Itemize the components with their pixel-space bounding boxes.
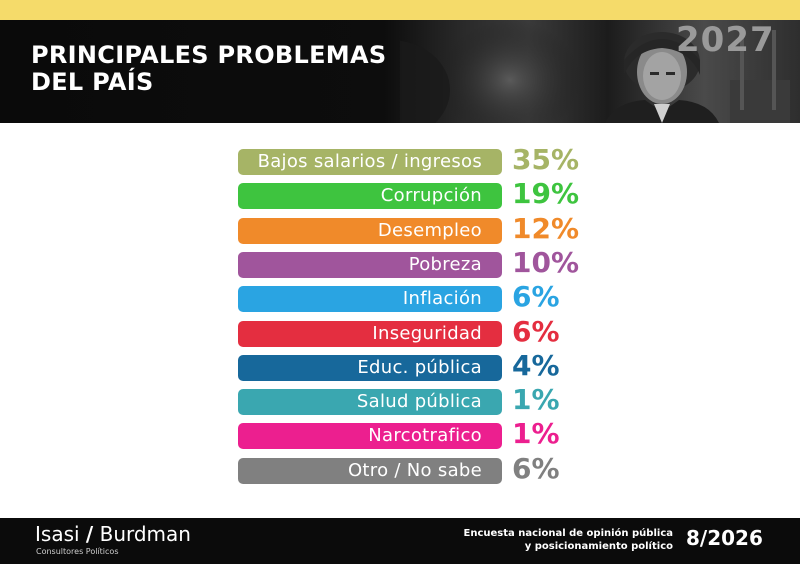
- value-label: 6%: [512, 451, 560, 485]
- brand-logo: Isasi / Burdman: [35, 522, 191, 546]
- value-label: 4%: [512, 348, 560, 382]
- value-label: 10%: [512, 245, 580, 279]
- bar-chart: Bajos salarios / ingresos 35% Corrupción 19…: [0, 123, 800, 518]
- brand-slash: /: [85, 522, 94, 546]
- category-label: Narcotrafico: [238, 423, 502, 450]
- value-label: 6%: [512, 314, 560, 348]
- value-label: 1%: [512, 417, 560, 451]
- category-label: Desempleo: [238, 217, 502, 244]
- value-label: 35%: [512, 143, 580, 176]
- page-title: PRINCIPALES PROBLEMAS DEL PAÍS: [31, 42, 386, 96]
- value-label: 19%: [512, 177, 580, 211]
- brand-name-burdman: Burdman: [99, 522, 191, 546]
- survey-line-2: y posicionamiento político: [524, 541, 673, 552]
- top-accent-stripe: [0, 0, 800, 20]
- category-label: Pobreza: [238, 251, 502, 278]
- survey-description: Encuesta nacional de opinión pública y p…: [464, 527, 673, 553]
- category-label: Salud pública: [238, 389, 502, 416]
- value-label: 6%: [512, 280, 560, 314]
- header-photo: [400, 20, 790, 123]
- header-banner: 2027 PRINCIPALES PROBLEMAS DEL PAÍS: [0, 20, 800, 123]
- survey-date: 8/2026: [686, 526, 763, 550]
- brand-subtitle: Consultores Políticos: [36, 547, 119, 556]
- value-label: 1%: [512, 383, 560, 417]
- survey-line-1: Encuesta nacional de opinión pública: [463, 528, 673, 539]
- title-line-1: PRINCIPALES PROBLEMAS: [31, 41, 387, 69]
- value-label: 12%: [512, 211, 580, 245]
- title-line-2: DEL PAÍS: [31, 68, 154, 96]
- background-year-text: 2027: [676, 20, 775, 60]
- category-label: Otro / No sabe: [238, 457, 502, 484]
- category-label: Educ. pública: [238, 354, 502, 381]
- category-label: Bajos salarios / ingresos: [238, 149, 502, 175]
- brand-name-isasi: Isasi: [35, 522, 80, 546]
- category-label: Inseguridad: [238, 320, 502, 347]
- category-label: Inflación: [238, 286, 502, 313]
- category-label: Corrupción: [238, 183, 502, 210]
- footer-bar: Isasi / Burdman Consultores Políticos En…: [0, 518, 800, 564]
